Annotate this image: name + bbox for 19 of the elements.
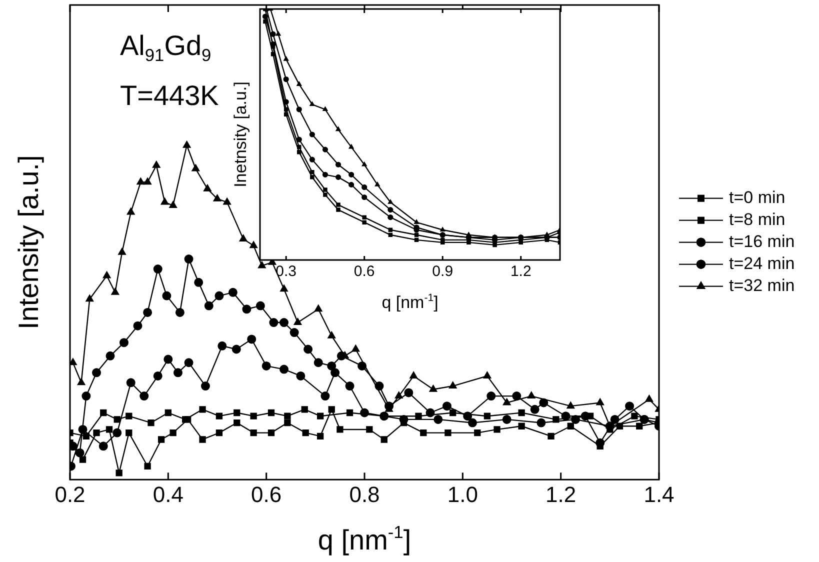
legend-label: t=24 min bbox=[729, 254, 795, 273]
x-tick-label: 0.4 bbox=[152, 482, 184, 507]
legend-label: t=8 min bbox=[729, 210, 786, 229]
x-tick-label: 1.0 bbox=[447, 482, 478, 507]
text: T=443K bbox=[120, 80, 220, 111]
x-tick-label: 0.3 bbox=[276, 263, 297, 280]
legend-label: t=0 min bbox=[729, 188, 786, 207]
legend-label: t=16 min bbox=[729, 232, 795, 251]
x-tick-label: 0.6 bbox=[251, 482, 282, 507]
y-axis-title: Intensity [a.u.] bbox=[13, 155, 44, 330]
x-tick-label: 1.4 bbox=[644, 482, 674, 507]
x-tick-label: 0.2 bbox=[54, 482, 86, 507]
x-tick-label: 0.6 bbox=[354, 263, 375, 280]
x-tick-label: 1.2 bbox=[546, 482, 576, 507]
y-axis-title: Inetnsity [a.u.] bbox=[231, 82, 250, 188]
legend-label: t=32 min bbox=[729, 276, 795, 295]
x-tick-label: 0.8 bbox=[349, 482, 380, 507]
x-tick-label: 0.9 bbox=[432, 263, 454, 280]
x-tick-label: 1.2 bbox=[510, 263, 532, 280]
